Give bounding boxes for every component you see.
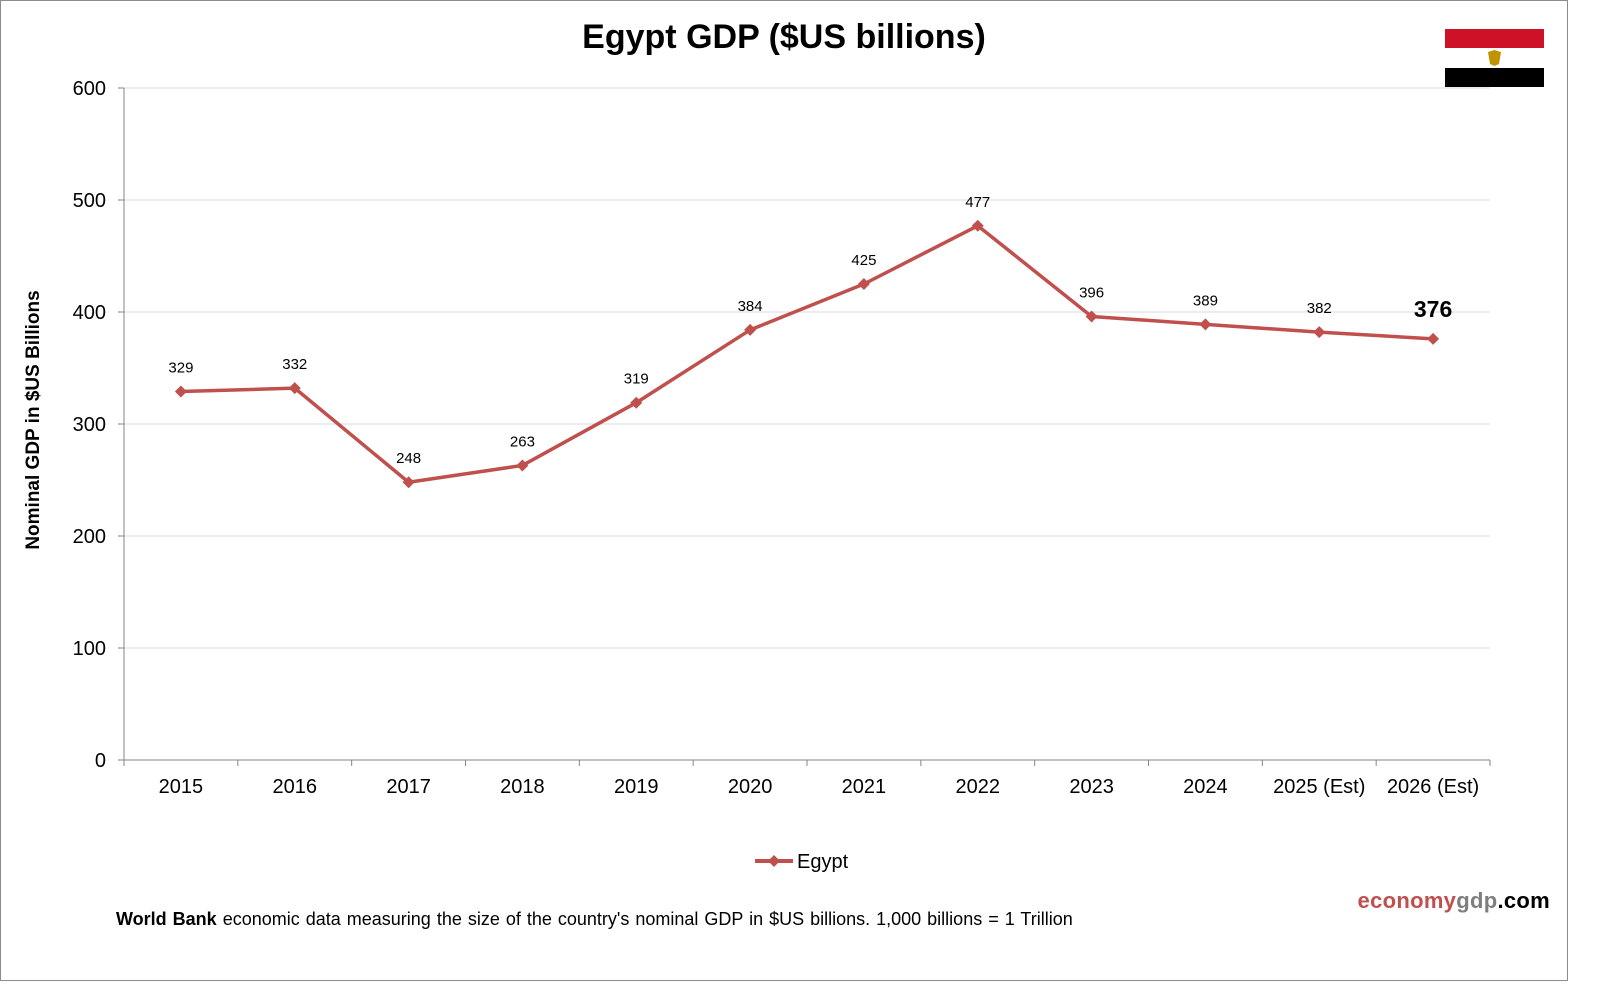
series-egypt <box>174 219 1440 489</box>
line-chart: Egypt GDP ($US billions) Nominal GDP in … <box>23 18 1491 873</box>
y-tick-label-200: 200 <box>73 526 106 548</box>
y-tick-label-300: 300 <box>73 414 106 436</box>
axes <box>118 87 1491 766</box>
footnote-source: World Bank <box>116 909 217 929</box>
y-tick-label-100: 100 <box>73 638 106 660</box>
y-axis-label: Nominal GDP in $US Billions <box>23 290 44 549</box>
x-tick-label-3: 2018 <box>500 776 545 798</box>
data-point-2 <box>402 476 415 489</box>
legend-label-egypt: Egypt <box>797 851 849 873</box>
data-label-10: 382 <box>1307 300 1332 317</box>
series-line-egypt <box>180 224 1434 484</box>
brand-part-gdp: gdp <box>1456 888 1498 913</box>
x-tick-label-4: 2019 <box>614 776 659 798</box>
y-tick-label-600: 600 <box>73 78 106 100</box>
x-tick-label-2: 2017 <box>386 776 431 798</box>
y-tick-label-400: 400 <box>73 302 106 324</box>
data-point-10 <box>1313 326 1326 339</box>
flag-stripe-white <box>1445 48 1544 68</box>
data-point-5 <box>744 323 757 336</box>
x-tick-label-5: 2020 <box>728 776 773 798</box>
data-label-4: 319 <box>624 371 649 388</box>
data-labels: 329 332 248 263 319 384 425 477 396 389 382 376 <box>168 194 1452 467</box>
x-tick-label-9: 2024 <box>1183 776 1228 798</box>
data-point-9 <box>1199 318 1212 331</box>
data-point-0 <box>174 385 187 398</box>
data-label-0: 329 <box>168 360 193 377</box>
data-label-7: 477 <box>965 194 990 211</box>
x-tick-label-7: 2022 <box>956 776 1001 798</box>
flag-stripe-red <box>1445 29 1544 49</box>
data-point-6 <box>857 278 870 290</box>
y-tick-label-0: 0 <box>95 750 106 772</box>
data-point-4 <box>630 396 643 409</box>
data-label-3: 263 <box>510 433 535 450</box>
legend: Egypt <box>755 851 849 873</box>
footnote: World Bank economic data measuring the s… <box>116 909 1073 930</box>
y-tick-label-500: 500 <box>73 190 106 212</box>
x-tick-label-11: 2026 (Est) <box>1387 776 1479 798</box>
data-point-3 <box>516 459 529 472</box>
data-label-8: 396 <box>1079 284 1104 301</box>
chart-title: Egypt GDP ($US billions) <box>582 18 986 56</box>
y-tick-labels: 0 100 200 300 400 500 600 <box>73 78 106 772</box>
chart-frame <box>0 0 1568 981</box>
x-tick-label-6: 2021 <box>842 776 887 798</box>
x-tick-label-8: 2023 <box>1069 776 1114 798</box>
eagle-emblem-icon <box>1488 50 1501 67</box>
x-tick-labels: 2015 2016 2017 2018 2019 2020 2021 2022 2023 2024… <box>159 776 1480 798</box>
data-point-8 <box>1085 310 1098 323</box>
data-label-5: 384 <box>738 298 763 315</box>
brand-part-com: .com <box>1497 888 1550 913</box>
egypt-flag-icon <box>1445 29 1544 87</box>
data-label-1: 332 <box>282 356 307 373</box>
brand-part-economy: economy <box>1357 888 1457 913</box>
data-label-11: 376 <box>1414 296 1452 322</box>
x-tick-label-1: 2016 <box>273 776 318 798</box>
x-tick-label-10: 2025 (Est) <box>1273 776 1365 798</box>
gridlines <box>124 87 1490 649</box>
flag-stripe-black <box>1445 67 1544 87</box>
data-label-9: 389 <box>1193 292 1218 309</box>
legend-marker-egypt <box>768 855 780 867</box>
data-label-6: 425 <box>851 252 876 269</box>
data-point-1 <box>288 382 301 395</box>
x-tick-label-0: 2015 <box>159 776 204 798</box>
data-label-2: 248 <box>396 450 421 467</box>
footnote-text: economic data measuring the size of the … <box>222 909 1073 929</box>
data-point-7 <box>971 219 984 232</box>
data-point-11 <box>1427 332 1440 345</box>
brand-logo: economygdp.com <box>1358 888 1550 914</box>
